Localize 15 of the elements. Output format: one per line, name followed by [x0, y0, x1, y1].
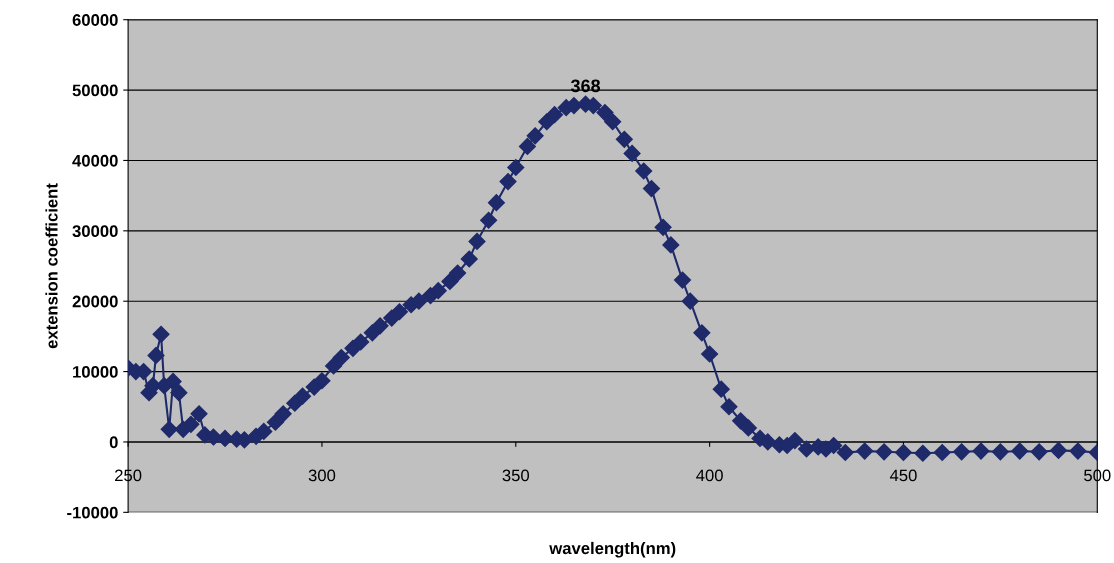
y-tick-label: 10000 [73, 365, 118, 378]
y-tick-label: 60000 [72, 14, 118, 26]
x-tick-label: 350 [502, 469, 530, 482]
y-tick-label: -10000 [67, 506, 118, 519]
y-tick-label: 40000 [72, 154, 118, 167]
x-tick-label: 400 [696, 469, 723, 482]
x-tick-label: 450 [889, 469, 917, 482]
y-axis-title: extension coefficient [45, 183, 58, 349]
y-tick-label: 50000 [72, 84, 118, 97]
x-tick-label: 300 [308, 469, 336, 482]
x-axis-title: wavelength(nm) [549, 541, 676, 558]
y-tick-label: 0 [109, 436, 118, 449]
y-tick-label: 30000 [72, 225, 118, 238]
y-tick-label: 20000 [72, 295, 118, 308]
annotation: 368 [570, 79, 601, 93]
